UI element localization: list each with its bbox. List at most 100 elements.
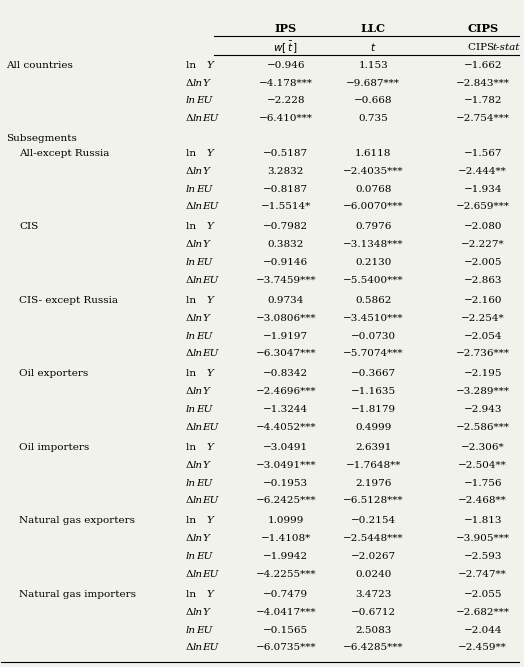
Text: −6.410***: −6.410*** [259, 114, 313, 123]
Text: −2.254*: −2.254* [461, 313, 505, 323]
Text: −1.756: −1.756 [463, 478, 502, 488]
Text: Δ: Δ [185, 570, 193, 579]
Text: ln: ln [192, 167, 202, 175]
Text: −1.813: −1.813 [463, 516, 502, 526]
Text: 0.9734: 0.9734 [268, 296, 304, 305]
Text: −0.7982: −0.7982 [263, 222, 308, 231]
Text: −1.3244: −1.3244 [263, 405, 308, 414]
Text: 2.6391: 2.6391 [355, 443, 391, 452]
Text: EU: EU [196, 97, 212, 105]
Text: −2.593: −2.593 [463, 552, 502, 561]
Text: −2.444**: −2.444** [458, 167, 507, 175]
Text: −1.782: −1.782 [463, 97, 502, 105]
Text: −1.9942: −1.9942 [263, 552, 308, 561]
Text: −2.0267: −2.0267 [351, 552, 396, 561]
Text: ln: ln [185, 97, 195, 105]
Text: ln: ln [192, 114, 202, 123]
Text: Δ: Δ [185, 167, 193, 175]
Text: −2.227*: −2.227* [461, 240, 505, 249]
Text: −1.4108*: −1.4108* [260, 534, 311, 543]
Text: Δ: Δ [185, 276, 193, 285]
Text: −2.195: −2.195 [463, 370, 502, 378]
Text: ln: ln [185, 149, 199, 158]
Text: ln: ln [185, 370, 199, 378]
Text: EU: EU [196, 258, 212, 267]
Text: −2.306*: −2.306* [461, 443, 505, 452]
Text: Y: Y [206, 296, 213, 305]
Text: Δ: Δ [185, 496, 193, 506]
Text: EU: EU [196, 331, 212, 341]
Text: ln: ln [185, 331, 195, 341]
Text: 0.3832: 0.3832 [268, 240, 304, 249]
Text: Oil importers: Oil importers [19, 443, 89, 452]
Text: −2.4696***: −2.4696*** [256, 388, 316, 396]
Text: EU: EU [203, 350, 219, 358]
Text: −2.843***: −2.843*** [456, 79, 510, 87]
Text: Y: Y [203, 534, 210, 543]
Text: −2.863: −2.863 [463, 276, 502, 285]
Text: −0.946: −0.946 [267, 61, 305, 70]
Text: Natural gas exporters: Natural gas exporters [19, 516, 135, 526]
Text: −0.7479: −0.7479 [263, 590, 308, 599]
Text: −6.2425***: −6.2425*** [256, 496, 316, 506]
Text: −3.4510***: −3.4510*** [343, 313, 403, 323]
Text: −4.178***: −4.178*** [259, 79, 313, 87]
Text: EU: EU [196, 478, 212, 488]
Text: −3.1348***: −3.1348*** [343, 240, 403, 249]
Text: Δ: Δ [185, 388, 193, 396]
Text: CIS- except Russia: CIS- except Russia [19, 296, 118, 305]
Text: −2.747**: −2.747** [458, 570, 507, 579]
Text: −2.055: −2.055 [463, 590, 502, 599]
Text: ln: ln [185, 516, 199, 526]
Text: −4.4052***: −4.4052*** [256, 423, 316, 432]
Text: ln: ln [185, 258, 195, 267]
Text: ln: ln [192, 461, 202, 470]
Text: 1.153: 1.153 [358, 61, 388, 70]
Text: −2.754***: −2.754*** [456, 114, 510, 123]
Text: 0.7976: 0.7976 [355, 222, 391, 231]
Text: All-except Russia: All-except Russia [19, 149, 110, 158]
Text: 0.0768: 0.0768 [355, 185, 391, 193]
Text: Y: Y [203, 313, 210, 323]
Text: CIS: CIS [19, 222, 38, 231]
Text: Δ: Δ [185, 644, 193, 652]
Text: 1.0999: 1.0999 [268, 516, 304, 526]
Text: Y: Y [206, 149, 213, 158]
Text: −0.6712: −0.6712 [351, 608, 396, 617]
Text: ln: ln [185, 590, 199, 599]
Text: ln: ln [185, 405, 195, 414]
Text: −0.668: −0.668 [354, 97, 392, 105]
Text: LLC: LLC [361, 23, 386, 34]
Text: −0.0730: −0.0730 [351, 331, 396, 341]
Text: −6.5128***: −6.5128*** [343, 496, 403, 506]
Text: −5.5400***: −5.5400*** [343, 276, 403, 285]
Text: −2.682***: −2.682*** [456, 608, 510, 617]
Text: ln: ln [185, 478, 195, 488]
Text: Δ: Δ [185, 240, 193, 249]
Text: 0.735: 0.735 [358, 114, 388, 123]
Text: −2.943: −2.943 [463, 405, 502, 414]
Text: −2.468**: −2.468** [458, 496, 507, 506]
Text: Subsegments: Subsegments [6, 134, 77, 143]
Text: −0.8342: −0.8342 [263, 370, 308, 378]
Text: −1.662: −1.662 [463, 61, 502, 70]
Text: EU: EU [203, 496, 219, 506]
Text: Δ: Δ [185, 313, 193, 323]
Text: −0.2154: −0.2154 [351, 516, 396, 526]
Text: −9.687***: −9.687*** [346, 79, 400, 87]
Text: −5.7074***: −5.7074*** [343, 350, 403, 358]
Text: −1.7648**: −1.7648** [346, 461, 401, 470]
Text: −4.2255***: −4.2255*** [256, 570, 316, 579]
Text: Y: Y [206, 590, 213, 599]
Text: −2.5448***: −2.5448*** [343, 534, 403, 543]
Text: ln: ln [192, 496, 202, 506]
Text: Y: Y [203, 79, 210, 87]
Text: Y: Y [203, 167, 210, 175]
Text: EU: EU [196, 552, 212, 561]
Text: −1.934: −1.934 [463, 185, 502, 193]
Text: −3.905***: −3.905*** [456, 534, 510, 543]
Text: 0.2130: 0.2130 [355, 258, 391, 267]
Text: −3.0806***: −3.0806*** [256, 313, 316, 323]
Text: Y: Y [206, 516, 213, 526]
Text: t-stat: t-stat [493, 43, 520, 52]
